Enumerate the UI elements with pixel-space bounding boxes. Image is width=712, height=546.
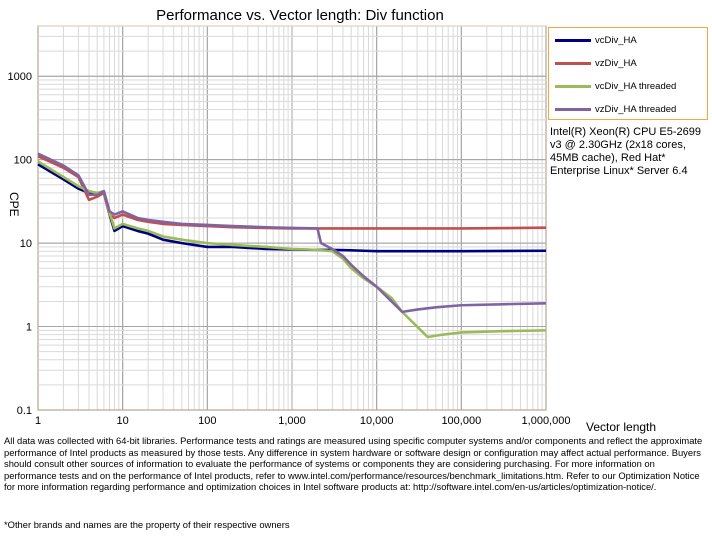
y-tick-label: 0.1 — [17, 405, 32, 417]
x-tick-label: 10,000 — [360, 415, 394, 427]
x-axis-label: Vector length — [586, 420, 656, 434]
x-tick-label: 1 — [35, 415, 41, 427]
legend-item-vcdiv-ha: vcDiv_HA — [555, 34, 637, 46]
legend-item-vzdiv-ha: vzDiv_HA — [555, 57, 637, 69]
series-line-vzdiv-ha-threaded — [37, 152, 547, 314]
y-tick-label: 100 — [14, 155, 32, 167]
y-axis: 0.1 1 10 100 1000 — [8, 71, 32, 417]
y-tick-label: 10 — [20, 238, 32, 250]
y-tick-label: 1000 — [8, 71, 32, 83]
system-info: Intel(R) Xeon(R) CPU E5-2699 v3 @ 2.30GH… — [550, 126, 702, 177]
legend-swatch-vzdiv-ha — [555, 61, 591, 65]
disclaimer: All data was collected with 64-bit libra… — [4, 435, 703, 493]
x-tick-label: 100 — [198, 415, 216, 427]
legend-swatch-vcdiv-ha — [555, 38, 591, 42]
legend-label: vzDiv_HA — [595, 57, 637, 69]
y-axis-label: CPE — [7, 192, 21, 217]
legend-item-vzdiv-ha-threaded: vzDiv_HA threaded — [555, 103, 676, 115]
legend-swatch-vzdiv-ha-threaded — [555, 107, 591, 111]
legend-swatch-vcdiv-ha-threaded — [555, 84, 591, 88]
legend: vcDiv_HA vzDiv_HA vcDiv_HA threaded vzDi… — [548, 27, 708, 120]
x-tick-label: 100,000 — [441, 415, 481, 427]
x-axis: 1 10 100 1,000 10,000 100,000 1,000,000 — [35, 415, 571, 427]
legend-label: vzDiv_HA threaded — [595, 103, 677, 115]
x-tick-label: 10 — [117, 415, 129, 427]
series-layer — [37, 152, 547, 339]
y-tick-label: 1 — [26, 322, 32, 334]
legend-label: vcDiv_HA threaded — [595, 80, 677, 92]
x-tick-label: 1,000 — [278, 415, 306, 427]
chart-title: Performance vs. Vector length: Div funct… — [156, 7, 444, 24]
x-tick-label: 1,000,000 — [522, 415, 571, 427]
legend-item-vcdiv-ha-threaded: vcDiv_HA threaded — [555, 80, 676, 92]
chart: Performance vs. Vector length: Div funct… — [7, 7, 656, 434]
trademark-note: *Other brands and names are the property… — [4, 519, 290, 530]
legend-label: vcDiv_HA — [595, 34, 637, 46]
